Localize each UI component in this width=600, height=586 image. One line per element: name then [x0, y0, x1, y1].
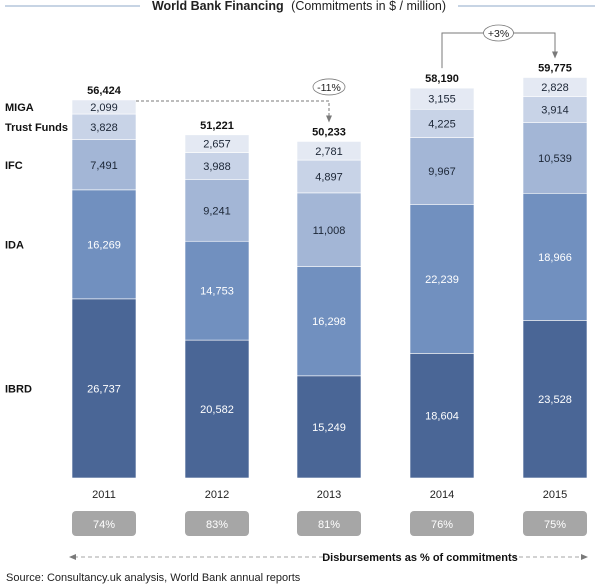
- bar-segment-miga-2012: [184, 134, 250, 153]
- change-bubble-2011-2013: [312, 78, 346, 96]
- disbursement-pct-2014: 76%: [431, 519, 453, 531]
- disbursement-pct-2013: 81%: [318, 519, 340, 531]
- total-label-2014: 58,190: [425, 73, 459, 85]
- chart-title: World Bank Financing (Commitments in $ /…: [152, 0, 446, 13]
- x-tick-label-2012: 2012: [205, 489, 229, 501]
- value-label-ibrd-2013: 15,249: [312, 422, 346, 434]
- series-label-ibrd: IBRD: [5, 383, 32, 395]
- value-label-ibrd-2014: 18,604: [425, 411, 459, 423]
- total-label-2012: 51,221: [200, 120, 234, 132]
- bar-segment-ibrd-2011: [71, 298, 137, 479]
- bar-segment-ida-2012: [184, 240, 250, 341]
- value-label-ibrd-2012: 20,582: [200, 404, 234, 416]
- value-label-miga-2013: 2,781: [315, 146, 343, 158]
- total-label-bg-2015: [531, 60, 579, 75]
- disbursement-box-2015: [523, 511, 587, 536]
- chart-title-main: World Bank Financing: [152, 0, 284, 13]
- value-label-ida-2014: 22,239: [425, 274, 459, 286]
- x-tick-label-2013: 2013: [317, 489, 341, 501]
- total-label-bg-2013: [305, 124, 353, 139]
- bar-segment-trust-funds-2011: [71, 113, 137, 140]
- value-label-ibrd-2015: 23,528: [538, 394, 572, 406]
- bar-segment-miga-2011: [71, 99, 137, 115]
- value-label-ida-2015: 18,966: [538, 252, 572, 264]
- series-label-ifc: IFC: [5, 160, 23, 172]
- value-label-ida-2013: 16,298: [312, 316, 346, 328]
- bar-segment-ida-2013: [296, 266, 362, 377]
- bar-segment-trust-funds-2013: [296, 159, 362, 194]
- x-tick-label-2015: 2015: [543, 489, 567, 501]
- disbursement-pct-2015: 75%: [544, 519, 566, 531]
- x-tick-label-2011: 2011: [92, 489, 116, 501]
- bar-segment-ifc-2012: [184, 179, 250, 242]
- x-tick-label-2014: 2014: [430, 489, 454, 501]
- bar-segment-ifc-2013: [296, 192, 362, 267]
- value-label-miga-2015: 2,828: [541, 82, 569, 94]
- value-label-ifc-2011: 7,491: [90, 160, 118, 172]
- change-label-2011-2013: -11%: [317, 82, 341, 94]
- value-label-ifc-2012: 9,241: [203, 205, 231, 217]
- bar-segment-miga-2014: [409, 87, 475, 110]
- total-label-2015: 59,775: [538, 63, 572, 75]
- series-label-ida: IDA: [5, 239, 24, 251]
- value-label-ibrd-2011: 26,737: [87, 383, 121, 395]
- total-label-2011: 56,424: [87, 85, 122, 97]
- bar-segment-miga-2013: [296, 141, 362, 161]
- value-label-ida-2011: 16,269: [87, 239, 121, 251]
- value-label-trust-funds-2012: 3,988: [203, 161, 231, 173]
- value-label-trust-funds-2011: 3,828: [90, 122, 118, 134]
- bar-segment-ibrd-2013: [296, 375, 362, 479]
- bar-segment-ida-2014: [409, 204, 475, 354]
- total-label-2013: 50,233: [312, 126, 346, 138]
- disbursement-box-2012: [185, 511, 249, 536]
- value-label-ifc-2013: 11,008: [313, 225, 346, 237]
- total-label-bg-2011: [80, 82, 128, 97]
- bar-segment-ibrd-2015: [522, 320, 588, 479]
- value-label-trust-funds-2013: 4,897: [315, 171, 343, 183]
- total-label-bg-2012: [193, 117, 241, 132]
- value-label-trust-funds-2014: 4,225: [428, 118, 456, 130]
- bar-segment-ida-2011: [71, 189, 137, 300]
- value-label-miga-2011: 2,099: [90, 102, 118, 114]
- disbursement-pct-2011: 74%: [93, 519, 115, 531]
- series-label-miga: MIGA: [5, 102, 34, 114]
- disbursement-box-2014: [410, 511, 474, 536]
- total-label-bg-2014: [418, 71, 466, 86]
- bar-segment-ifc-2011: [71, 139, 137, 191]
- bar-segment-ifc-2014: [409, 137, 475, 205]
- disbursement-pct-2012: 83%: [206, 519, 228, 531]
- value-label-ida-2012: 14,753: [200, 286, 234, 298]
- source-note: Source: Consultancy.uk analysis, World B…: [6, 572, 301, 584]
- bar-segment-trust-funds-2012: [184, 152, 250, 180]
- bar-segment-trust-funds-2014: [409, 108, 475, 138]
- series-labels: IBRD IDA IFC Trust Funds MIGA: [5, 102, 68, 395]
- series-label-trust-funds: Trust Funds: [5, 122, 68, 134]
- change-label-2014-2015: +3%: [488, 28, 509, 40]
- disbursement-caption: Disbursements as % of commitments: [322, 552, 518, 564]
- change-bubble-2014-2015: [483, 24, 514, 42]
- change-annotations: -11% +3%: [136, 24, 558, 123]
- value-label-miga-2012: 2,657: [203, 139, 231, 151]
- x-axis-labels: 2011 2012 2013 2014 2015: [92, 489, 567, 501]
- value-label-trust-funds-2015: 3,914: [541, 105, 569, 117]
- disbursement-box-2013: [297, 511, 361, 536]
- bar-segment-ida-2015: [522, 192, 588, 321]
- chart-subtitle: (Commitments in $ / million): [291, 0, 446, 13]
- bar-segment-miga-2015: [522, 77, 588, 97]
- disbursement-boxes: 74% 83% 81% 76% 75%: [72, 511, 587, 536]
- change-connector-2011-2013: [136, 100, 332, 123]
- stacked-bars: 26,737 16,269 7,491 3,828 2,099 20,582 14,753 9…: [71, 77, 588, 479]
- disbursement-box-2011: [72, 511, 136, 536]
- bar-segment-ibrd-2014: [409, 353, 475, 479]
- bar-segment-ibrd-2012: [184, 339, 250, 479]
- value-label-ifc-2015: 10,539: [538, 153, 572, 165]
- total-labels: 56,424 51,221 50,233 58,190 59,775: [80, 60, 579, 139]
- value-label-ifc-2014: 9,967: [428, 166, 456, 178]
- value-label-miga-2014: 3,155: [428, 94, 456, 106]
